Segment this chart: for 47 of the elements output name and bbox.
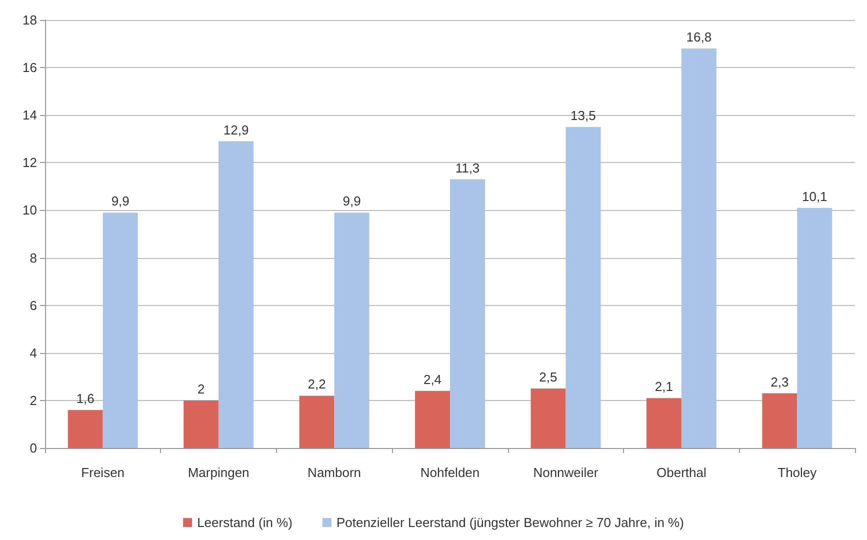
data-label: 2,4 — [423, 372, 442, 387]
data-label: 1,6 — [76, 390, 94, 406]
data-label: 2,1 — [654, 379, 673, 394]
x-tick-label: Oberthal — [656, 465, 706, 480]
bar — [797, 208, 832, 448]
bar — [334, 212, 370, 448]
legend-label: Leerstand (in %) — [197, 515, 292, 530]
y-tick-label: 18 — [22, 12, 37, 28]
y-tick-label: 14 — [22, 108, 37, 123]
data-label: 2,5 — [539, 370, 558, 385]
data-label: 11,3 — [455, 160, 480, 176]
data-label: 12,9 — [223, 122, 249, 138]
data-label: 13,5 — [570, 108, 596, 123]
data-label: 2,3 — [770, 374, 789, 390]
y-tick-label: 6 — [30, 298, 37, 313]
x-tick-label: Freisen — [81, 465, 125, 480]
y-tick-label: 4 — [30, 345, 37, 360]
x-tick-label: Tholey — [778, 465, 818, 480]
x-tick-label: Nonnweiler — [533, 465, 599, 480]
data-label: 9,9 — [342, 194, 361, 209]
bar — [68, 410, 103, 448]
data-label: 9,9 — [111, 194, 130, 209]
y-tick-label: 2 — [30, 392, 37, 408]
y-tick-label: 8 — [30, 250, 37, 266]
bar — [450, 179, 485, 448]
data-label: 16,8 — [686, 30, 712, 45]
x-tick-label: Namborn — [308, 465, 362, 480]
data-label: 2,2 — [308, 376, 326, 392]
legend-label: Potenzieller Leerstand (jüngster Bewohner ≥ 70 Jahre, in %) — [336, 515, 684, 530]
bar — [530, 388, 566, 448]
bar — [415, 390, 450, 448]
bar — [762, 393, 798, 448]
bar — [646, 398, 682, 448]
bar — [299, 396, 334, 448]
bar — [566, 127, 601, 448]
bar — [681, 48, 716, 448]
bar — [102, 212, 138, 448]
bar — [218, 141, 254, 448]
data-label: 2 — [197, 381, 205, 396]
y-tick-label: 10 — [22, 202, 37, 218]
y-tick-label: 16 — [22, 60, 37, 76]
x-tick-label: Nohfelden — [420, 465, 480, 480]
data-label: 10,1 — [802, 188, 828, 204]
y-tick-label: 12 — [22, 155, 37, 170]
y-tick-label: 0 — [30, 440, 37, 456]
x-tick-label: Marpingen — [188, 465, 250, 480]
bar — [184, 400, 219, 448]
